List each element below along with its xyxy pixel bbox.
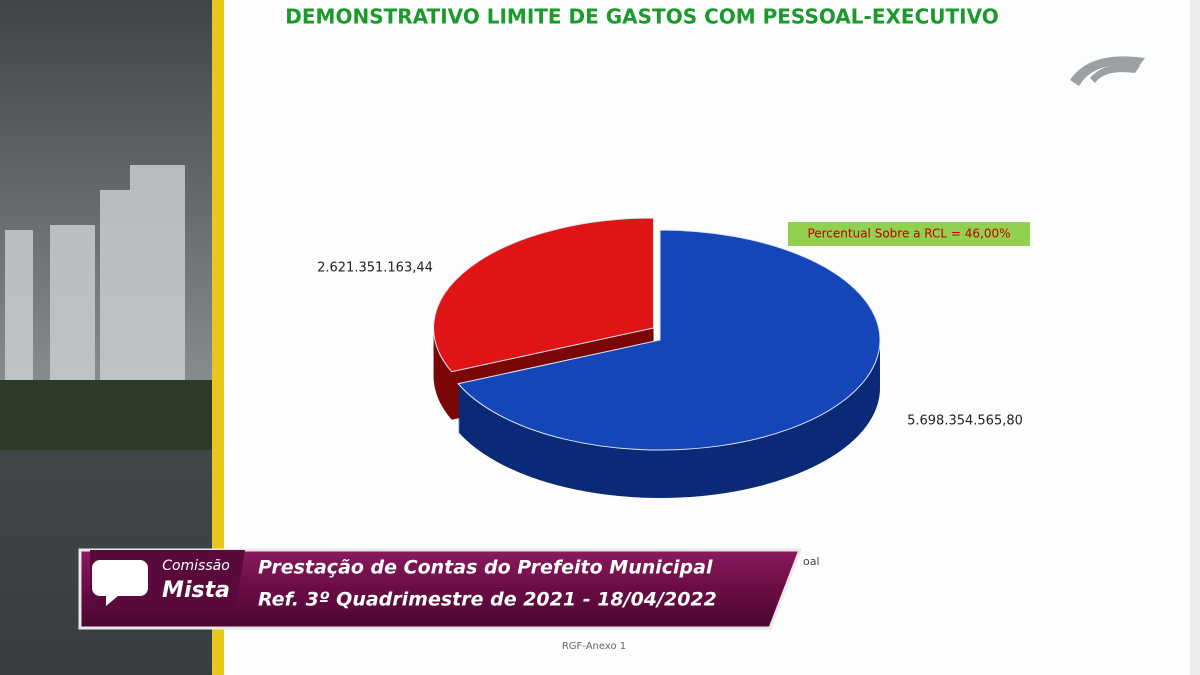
slice <box>457 229 881 451</box>
banner-line2: Ref. 3º Quadrimestre de 2021 - 18/04/202… <box>258 589 717 611</box>
buildings <box>5 165 185 390</box>
slide-edge <box>1190 0 1200 675</box>
banner-band <box>78 548 803 630</box>
building <box>5 230 33 390</box>
logo-arc <box>1070 56 1145 86</box>
logo-bubble <box>92 560 148 606</box>
yellow-stripe <box>212 0 224 675</box>
chart-title: DEMONSTRATIVO LIMITE DE GASTOS COM PESSO… <box>285 5 998 29</box>
footer: RGF-Anexo 1 <box>562 641 626 652</box>
annotation-box <box>788 222 1030 246</box>
slice <box>433 217 655 373</box>
pie <box>433 217 881 498</box>
building <box>50 225 95 390</box>
building <box>130 165 185 390</box>
logo-bottom: Mista <box>162 578 230 603</box>
value-label: 2.621.351.163,44 <box>317 261 433 276</box>
logo-arc <box>1090 64 1140 83</box>
logo-top: Comissão <box>162 558 230 574</box>
annotation: Percentual Sobre a RCL = 46,00% <box>807 227 1010 241</box>
slide-logo <box>1070 56 1145 86</box>
trees <box>0 380 212 450</box>
value-label: 5.698.354.565,80 <box>907 414 1023 429</box>
banner-line1: Prestação de Contas do Prefeito Municipa… <box>258 557 713 579</box>
legend-fragment: oal <box>803 555 820 568</box>
